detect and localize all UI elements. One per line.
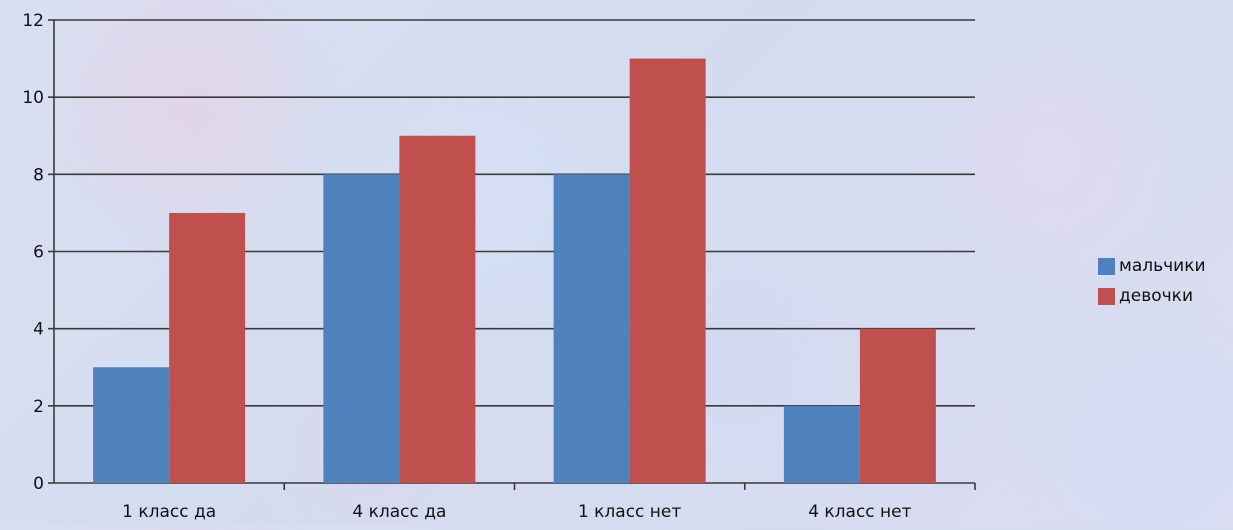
x-tick-label: 1 класс нет [578,502,681,522]
x-tick-label: 4 класс нет [808,502,911,522]
legend: мальчики девочки [1098,251,1206,311]
y-tick-label: 10 [22,88,44,108]
y-tick-label: 4 [33,320,44,340]
legend-item-girls: девочки [1098,281,1206,311]
legend-label-girls: девочки [1119,286,1193,306]
y-tick-label: 2 [33,397,44,417]
bar-boys [783,405,860,483]
legend-swatch-girls [1098,287,1115,305]
y-tick-label: 6 [33,243,44,263]
y-tick-label: 8 [33,165,44,185]
bar-girls [859,328,936,483]
bar-girls [169,212,246,483]
x-tick-label: 4 класс да [352,502,446,522]
legend-label-boys: мальчики [1119,256,1206,276]
bar-girls [399,135,476,483]
y-tick-label: 0 [33,474,44,494]
bar-boys [93,367,170,483]
bar-girls [629,58,706,483]
y-tick-label: 12 [22,11,44,31]
legend-item-boys: мальчики [1098,251,1206,281]
x-tick-label: 1 класс да [122,502,216,522]
legend-swatch-boys [1098,257,1115,275]
bar-boys [323,174,400,484]
bar-boys [553,174,630,484]
